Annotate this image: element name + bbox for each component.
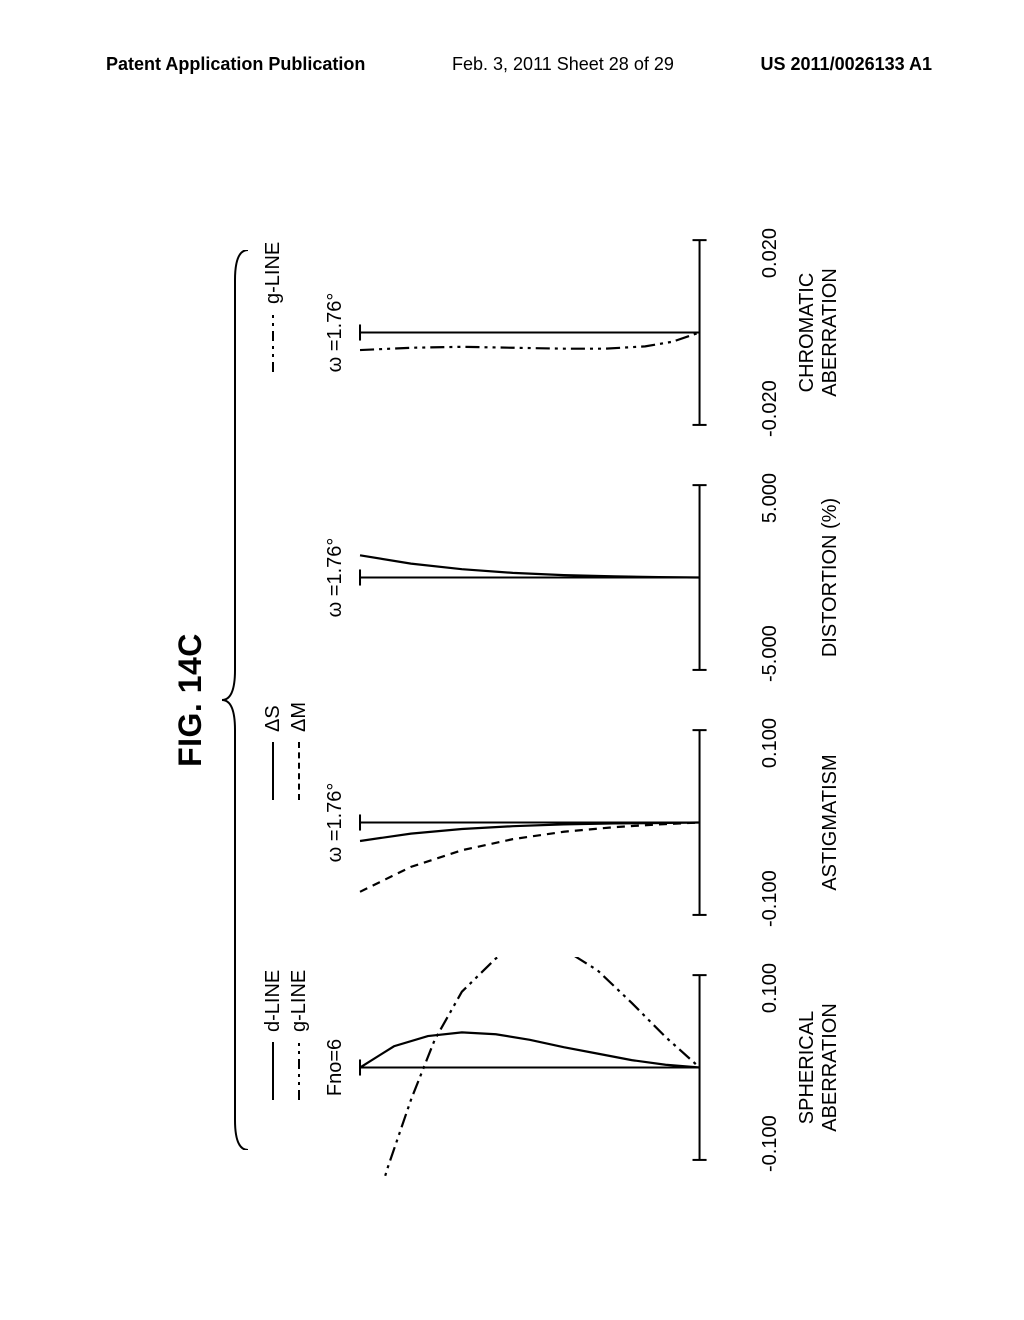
line-sample-dashed-icon [298,742,300,800]
legend-label: ΔS [262,705,285,732]
figure-brace-icon [222,250,248,1150]
plot-canvas [356,467,718,688]
x-min-label: -0.100 [759,870,782,927]
legend-astigmatism: ΔS ΔM [260,702,312,800]
header-right: US 2011/0026133 A1 [761,54,932,84]
x-max-label: 0.020 [759,228,782,278]
plot-canvas [356,222,718,443]
x-axis-labels: -0.020 0.020 [759,222,782,443]
figure-title: FIG. 14C [172,633,209,767]
line-sample-solid-icon [272,1042,274,1100]
plot-canvas [356,957,718,1178]
legend-label: ΔM [288,702,311,732]
plot-distortion: ω =1.76° -5.000 5.000 DISTORTION (%) [320,467,852,688]
legend-chromatic: g-LINE [260,242,286,372]
plot-caption: DISTORTION (%) [819,498,842,657]
header-left: Patent Application Publication [106,54,365,84]
plot-caption: CHROMATIC ABERRATION [796,268,842,397]
line-sample-solid-icon [272,742,274,800]
plots-container: Fno=6 -0.100 0.100 SPHERICAL ABERRATION … [320,210,852,1190]
plot-title: ω =1.76° [324,538,347,618]
legend-item: g-LINE [260,242,286,372]
legend-spherical: d-LINE g-LINE [260,970,312,1100]
plot-title: Fno=6 [324,1039,347,1096]
plot-canvas [356,712,718,933]
figure-14c: FIG. 14C d-LINE g-LINE ΔS ΔM g-LINE [162,170,862,1230]
plot-title: ω =1.76° [324,293,347,373]
x-axis-labels: -5.000 5.000 [759,467,782,688]
legend-item: ΔM [286,702,312,800]
legend-item: ΔS [260,702,286,800]
line-sample-dashdot-icon [298,1042,300,1100]
plot-caption: SPHERICAL ABERRATION [796,1003,842,1132]
x-min-label: -0.020 [759,380,782,437]
x-axis-labels: -0.100 0.100 [759,712,782,933]
plot-chromatic-aberration: ω =1.76° -0.020 0.020 CHROMATIC ABERRATI… [320,222,852,443]
x-max-label: 0.100 [759,963,782,1013]
line-sample-dashdot-icon [272,314,274,372]
legend-item: g-LINE [286,970,312,1100]
plot-title: ω =1.76° [324,783,347,863]
x-axis-labels: -0.100 0.100 [759,957,782,1178]
header-center: Feb. 3, 2011 Sheet 28 of 29 [452,54,674,84]
legend-item: d-LINE [260,970,286,1100]
x-max-label: 5.000 [759,473,782,523]
x-min-label: -5.000 [759,625,782,682]
plot-astigmatism: ω =1.76° -0.100 0.100 ASTIGMATISM [320,712,852,933]
legend-label: g-LINE [262,242,285,304]
page-header: Patent Application Publication Feb. 3, 2… [0,54,1024,84]
x-min-label: -0.100 [759,1115,782,1172]
legend-label: d-LINE [262,970,285,1032]
plot-spherical-aberration: Fno=6 -0.100 0.100 SPHERICAL ABERRATION [320,957,852,1178]
plot-caption: ASTIGMATISM [819,754,842,890]
legend-label: g-LINE [288,970,311,1032]
x-max-label: 0.100 [759,718,782,768]
